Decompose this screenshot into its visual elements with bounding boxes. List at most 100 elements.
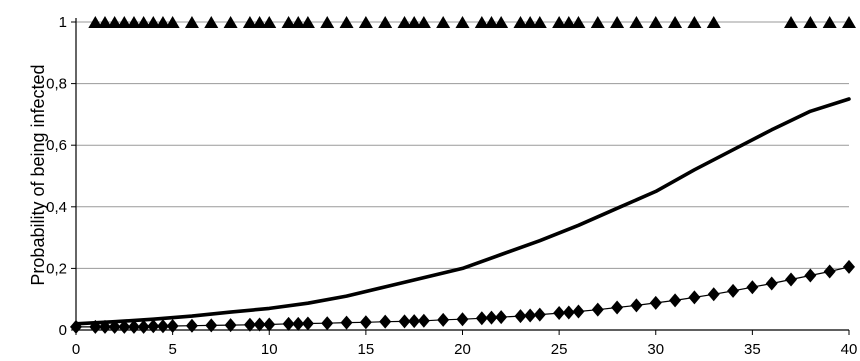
- triangle-marker: [320, 16, 335, 28]
- triangle-marker: [378, 16, 393, 28]
- x-tick-label: 35: [744, 341, 761, 358]
- diamond-marker: [804, 268, 817, 283]
- triangle-marker: [397, 16, 412, 28]
- y-tick-label: 0,2: [46, 260, 67, 277]
- x-tick-label: 25: [551, 341, 568, 358]
- triangle-marker: [184, 16, 199, 28]
- triangle-marker: [223, 16, 238, 28]
- triangle-marker: [416, 16, 431, 28]
- diamond-marker: [185, 318, 198, 333]
- diamond-marker: [243, 317, 256, 332]
- diamond-marker: [514, 309, 527, 324]
- triangle-marker: [436, 16, 451, 28]
- diamond-marker: [137, 319, 150, 334]
- diamond-marker: [843, 259, 855, 274]
- x-tick-label: 30: [647, 341, 664, 358]
- triangle-marker: [455, 16, 470, 28]
- triangle-marker: [561, 16, 576, 28]
- series-layer: [70, 16, 856, 334]
- triangle-marker: [532, 16, 547, 28]
- triangle-marker: [281, 16, 296, 28]
- diamond-marker: [408, 314, 421, 329]
- diamond-marker: [282, 316, 295, 331]
- y-tick-label: 0: [59, 322, 67, 339]
- series-line: [74, 97, 851, 326]
- triangle-marker: [291, 16, 306, 28]
- triangle-marker: [629, 16, 644, 28]
- triangle-marker: [136, 16, 151, 28]
- triangle-marker: [107, 16, 122, 28]
- diamond-marker: [340, 315, 353, 330]
- series-2: [74, 97, 851, 326]
- diamond-marker: [166, 318, 179, 333]
- diamond-marker: [553, 306, 566, 321]
- triangle-marker: [155, 16, 170, 28]
- diamond-marker: [89, 319, 102, 334]
- diamond-marker: [156, 319, 169, 334]
- triangle-marker: [165, 16, 180, 28]
- triangle-marker: [784, 16, 799, 28]
- triangle-marker: [571, 16, 586, 28]
- triangle-marker: [803, 16, 818, 28]
- y-tick-labels: 0 0,2 0,4 0,6 0,8 1: [46, 14, 67, 339]
- diamond-marker: [669, 293, 682, 308]
- x-tick-labels: 0 5 10 15 20 25 30 35 40: [72, 341, 858, 358]
- diamond-marker: [475, 311, 488, 326]
- diamond-marker: [379, 314, 392, 329]
- diamond-marker: [147, 319, 160, 334]
- triangle-marker: [242, 16, 257, 28]
- diamond-marker: [205, 318, 218, 333]
- triangle-marker: [687, 16, 702, 28]
- triangle-marker: [523, 16, 538, 28]
- diamond-marker: [746, 280, 759, 295]
- triangle-marker: [126, 16, 141, 28]
- gridlines: [76, 21, 849, 269]
- triangle-marker: [552, 16, 567, 28]
- diamond-marker: [524, 308, 537, 323]
- diamond-marker: [263, 317, 276, 332]
- diamond-marker: [98, 319, 111, 334]
- y-tick-label: 0,6: [46, 137, 67, 154]
- diamond-marker: [611, 300, 624, 315]
- diamond-marker: [417, 313, 430, 328]
- triangle-marker: [494, 16, 509, 28]
- diamond-marker: [823, 264, 836, 279]
- triangle-marker: [358, 16, 373, 28]
- x-tick-label: 15: [358, 341, 375, 358]
- diamond-marker: [727, 283, 740, 298]
- diamond-marker: [707, 287, 720, 302]
- triangle-marker: [474, 16, 489, 28]
- diamond-marker: [301, 316, 314, 331]
- diamond-marker: [437, 312, 450, 327]
- triangle-marker: [252, 16, 267, 28]
- y-tick-label: 0,4: [46, 199, 67, 216]
- triangle-marker: [668, 16, 683, 28]
- diamond-marker: [785, 272, 798, 287]
- series-3: [70, 259, 855, 334]
- triangle-marker: [146, 16, 161, 28]
- x-tick-label: 0: [72, 341, 80, 358]
- diamond-marker: [533, 307, 546, 322]
- diamond-marker: [253, 317, 266, 332]
- diamond-marker: [224, 318, 237, 333]
- diamond-marker: [572, 304, 585, 319]
- triangle-marker: [407, 16, 422, 28]
- x-tick-label: 5: [168, 341, 176, 358]
- triangle-marker: [648, 16, 663, 28]
- diamond-marker: [108, 319, 121, 334]
- x-tick-label: 40: [841, 341, 858, 358]
- diamond-marker: [321, 316, 334, 331]
- diamond-marker: [562, 305, 575, 320]
- diamond-marker: [495, 310, 508, 325]
- triangle-marker: [339, 16, 354, 28]
- triangle-marker: [513, 16, 528, 28]
- triangle-marker: [822, 16, 837, 28]
- y-axis-title: Probability of being infected: [28, 64, 48, 285]
- x-tick-label: 10: [261, 341, 278, 358]
- diamond-marker: [630, 298, 643, 313]
- diamond-marker: [292, 316, 305, 331]
- y-tick-label: 1: [59, 14, 67, 31]
- diamond-marker: [649, 295, 662, 310]
- triangle-marker: [262, 16, 277, 28]
